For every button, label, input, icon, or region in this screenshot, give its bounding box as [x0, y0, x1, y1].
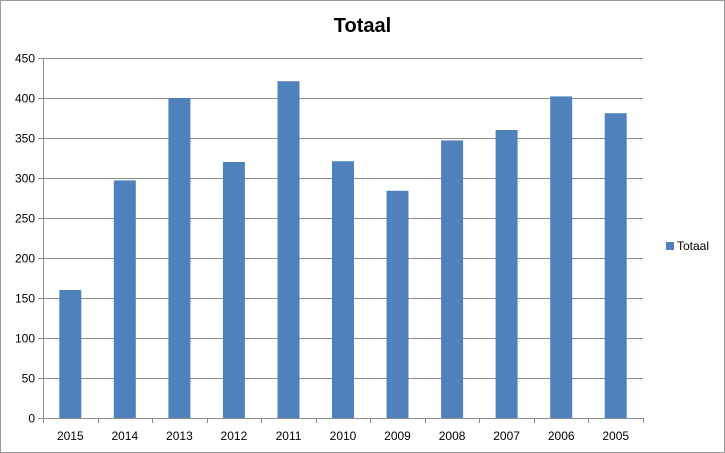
bar-2007 — [495, 130, 518, 418]
chart-title: Totaal — [333, 15, 392, 37]
y-tick-label: 350 — [15, 132, 35, 146]
x-tick-label: 2009 — [384, 429, 411, 443]
y-tick-label: 150 — [15, 292, 35, 306]
legend-label: Totaal — [677, 239, 709, 253]
y-tick-label: 450 — [15, 52, 35, 66]
legend: Totaal — [666, 239, 709, 253]
x-tick-label: 2005 — [602, 429, 629, 443]
bar-2015 — [59, 290, 82, 418]
bar-series — [59, 81, 627, 419]
bar-2010 — [332, 161, 354, 418]
bar-2009 — [386, 190, 409, 418]
bar-2011 — [277, 81, 300, 418]
y-tick-label: 400 — [15, 92, 35, 106]
y-axis-tick-labels: 0 50 100 150 200 250 300 350 400 450 — [15, 52, 35, 426]
y-tick-label: 50 — [22, 372, 36, 386]
x-tick-label: 2006 — [548, 429, 575, 443]
x-tick-label: 2011 — [276, 429, 302, 443]
x-tick-label: 2014 — [111, 429, 138, 443]
bar-2005 — [604, 113, 627, 418]
x-tick-label: 2015 — [57, 429, 84, 443]
x-tick-label: 2007 — [493, 429, 520, 443]
axes — [38, 58, 644, 423]
bar-2014 — [113, 180, 136, 418]
bar-2006 — [550, 96, 573, 419]
x-tick-label: 2012 — [221, 429, 248, 443]
y-tick-label: 300 — [15, 172, 35, 186]
y-tick-label: 100 — [15, 332, 35, 346]
y-tick-label: 200 — [15, 252, 35, 266]
x-axis-tick-labels: 2015 2014 2013 2012 2011 2010 2009 2008 2007 2006… — [57, 429, 629, 443]
x-tick-label: 2010 — [330, 429, 357, 443]
x-tick-label: 2008 — [439, 429, 466, 443]
bar-2013 — [168, 98, 191, 418]
legend-swatch — [666, 242, 674, 250]
bar-2008 — [441, 140, 464, 418]
bar-2012 — [222, 162, 245, 418]
y-tick-label: 0 — [28, 412, 35, 426]
x-tick-label: 2013 — [166, 429, 193, 443]
y-tick-label: 250 — [15, 212, 35, 226]
